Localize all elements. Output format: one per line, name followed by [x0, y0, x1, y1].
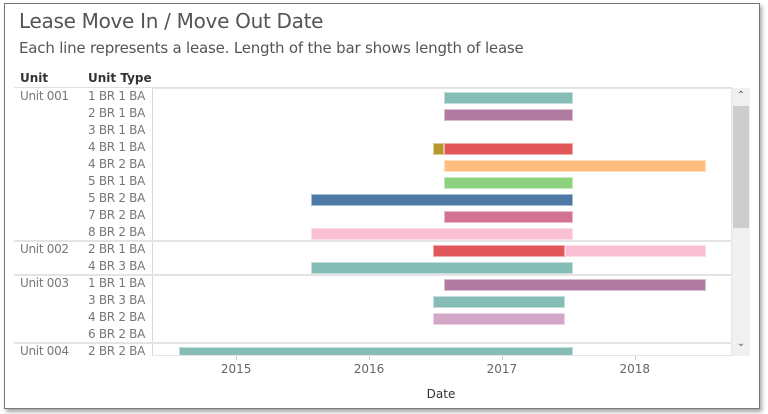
- lease-bar[interactable]: [443, 177, 573, 189]
- unit-type-label[interactable]: 7 BR 2 BA: [88, 208, 146, 222]
- unit-type-label[interactable]: 4 BR 3 BA: [88, 259, 146, 273]
- x-tick-mark: [501, 356, 503, 360]
- unit-type-label[interactable]: 3 BR 1 BA: [88, 123, 146, 137]
- chevron-down-icon[interactable]: ⌄: [736, 338, 746, 349]
- lease-bar[interactable]: [564, 245, 706, 257]
- plot-area: [152, 88, 732, 356]
- unit-label[interactable]: Unit 004: [20, 344, 69, 358]
- x-tick-label: 2015: [220, 362, 252, 376]
- chevron-up-icon[interactable]: ⌃: [736, 90, 746, 101]
- lease-bar[interactable]: [443, 143, 573, 155]
- unit-separator: [14, 240, 732, 242]
- lease-bar[interactable]: [443, 109, 573, 121]
- unit-separator: [14, 274, 732, 276]
- lease-bar[interactable]: [443, 211, 573, 223]
- unit-type-column-header[interactable]: Unit Type: [88, 71, 152, 85]
- chart-subtitle: Each line represents a lease. Length of …: [19, 39, 524, 57]
- x-tick-label: 2018: [619, 362, 651, 376]
- lease-bar[interactable]: [310, 262, 573, 274]
- x-axis-title: Date: [426, 387, 456, 401]
- unit-label[interactable]: Unit 001: [20, 89, 69, 103]
- header-divider: [14, 87, 732, 88]
- x-tick-label: 2016: [353, 362, 385, 376]
- unit-separator: [14, 342, 732, 344]
- lease-bar[interactable]: [432, 296, 565, 308]
- unit-type-label[interactable]: 1 BR 1 BA: [88, 89, 146, 103]
- unit-type-label[interactable]: 4 BR 1 BA: [88, 140, 146, 154]
- chart-title: Lease Move In / Move Out Date: [19, 9, 324, 33]
- lease-bar[interactable]: [310, 228, 573, 240]
- unit-type-label[interactable]: 6 BR 2 BA: [88, 327, 146, 341]
- lease-bar[interactable]: [432, 245, 565, 257]
- lease-bar[interactable]: [432, 143, 444, 155]
- scrollbar-thumb[interactable]: [733, 106, 749, 228]
- lease-bar[interactable]: [310, 194, 573, 206]
- lease-bar[interactable]: [443, 160, 706, 172]
- lease-bar[interactable]: [443, 92, 573, 104]
- x-tick-label: 2017: [486, 362, 518, 376]
- dashboard-frame: [4, 3, 760, 409]
- unit-type-label[interactable]: 8 BR 2 BA: [88, 225, 146, 239]
- lease-bar[interactable]: [432, 313, 565, 325]
- unit-type-label[interactable]: 4 BR 2 BA: [88, 157, 146, 171]
- unit-label[interactable]: Unit 002: [20, 242, 69, 256]
- unit-type-label[interactable]: 2 BR 2 BA: [88, 344, 146, 358]
- unit-type-label[interactable]: 4 BR 2 BA: [88, 310, 146, 324]
- lease-bar[interactable]: [443, 279, 706, 291]
- vertical-scrollbar[interactable]: ⌃ ⌄: [732, 88, 750, 356]
- unit-type-label[interactable]: 3 BR 3 BA: [88, 293, 146, 307]
- unit-column-header[interactable]: Unit: [20, 71, 49, 85]
- lease-bar[interactable]: [179, 347, 573, 355]
- x-tick-mark: [368, 356, 370, 360]
- x-tick-mark: [634, 356, 636, 360]
- unit-label[interactable]: Unit 003: [20, 276, 69, 290]
- unit-type-label[interactable]: 5 BR 2 BA: [88, 191, 146, 205]
- unit-type-label[interactable]: 2 BR 1 BA: [88, 242, 146, 256]
- unit-type-label[interactable]: 1 BR 1 BA: [88, 276, 146, 290]
- unit-type-label[interactable]: 2 BR 1 BA: [88, 106, 146, 120]
- unit-type-label[interactable]: 5 BR 1 BA: [88, 174, 146, 188]
- x-tick-mark: [236, 356, 238, 360]
